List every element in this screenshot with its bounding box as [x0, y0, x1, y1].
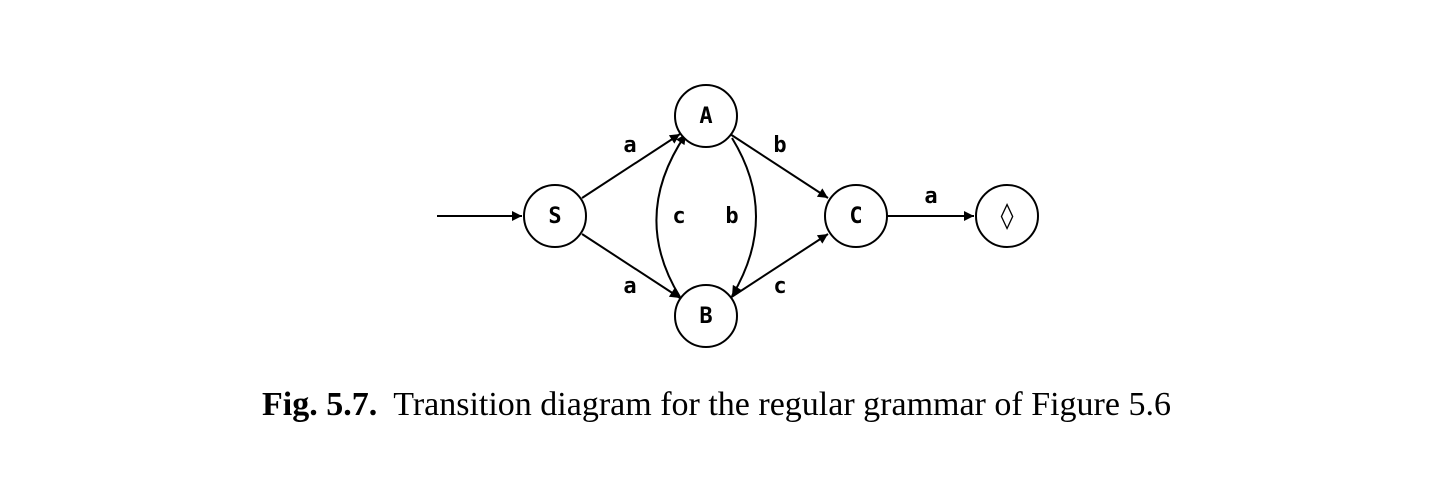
final-state-diamond-icon: ◊ — [1001, 201, 1014, 231]
node-c-label: C — [849, 204, 862, 229]
node-b-label: B — [699, 304, 712, 329]
edge-a-to-c — [729, 133, 829, 199]
edge-s-to-b — [581, 233, 681, 299]
edge-b-to-c — [729, 233, 829, 299]
edge-label-b-to-a: c — [672, 204, 685, 229]
node-a-label: A — [699, 104, 712, 129]
figure-caption: Fig. 5.7. Transition diagram for the regu… — [0, 386, 1433, 424]
node-final: ◊ — [975, 184, 1039, 248]
edge-label-c-to-final: a — [924, 184, 937, 209]
edge-label-a-to-b: b — [725, 204, 738, 229]
edge-b-to-a — [655, 133, 687, 298]
edge-label-s-to-b: a — [623, 274, 636, 299]
node-s: S — [523, 184, 587, 248]
edge-label-s-to-a: a — [623, 133, 636, 158]
edge-s-to-a — [581, 133, 681, 199]
node-c: C — [824, 184, 888, 248]
edge-label-b-to-c: c — [773, 274, 786, 299]
node-a: A — [674, 84, 738, 148]
node-b: B — [674, 284, 738, 348]
caption-text: Transition diagram for the regular gramm… — [393, 386, 1171, 423]
edge-label-a-to-c: b — [773, 133, 786, 158]
edge-a-to-b — [731, 137, 757, 297]
figure-number: Fig. 5.7. — [262, 386, 378, 423]
node-s-label: S — [548, 204, 561, 229]
